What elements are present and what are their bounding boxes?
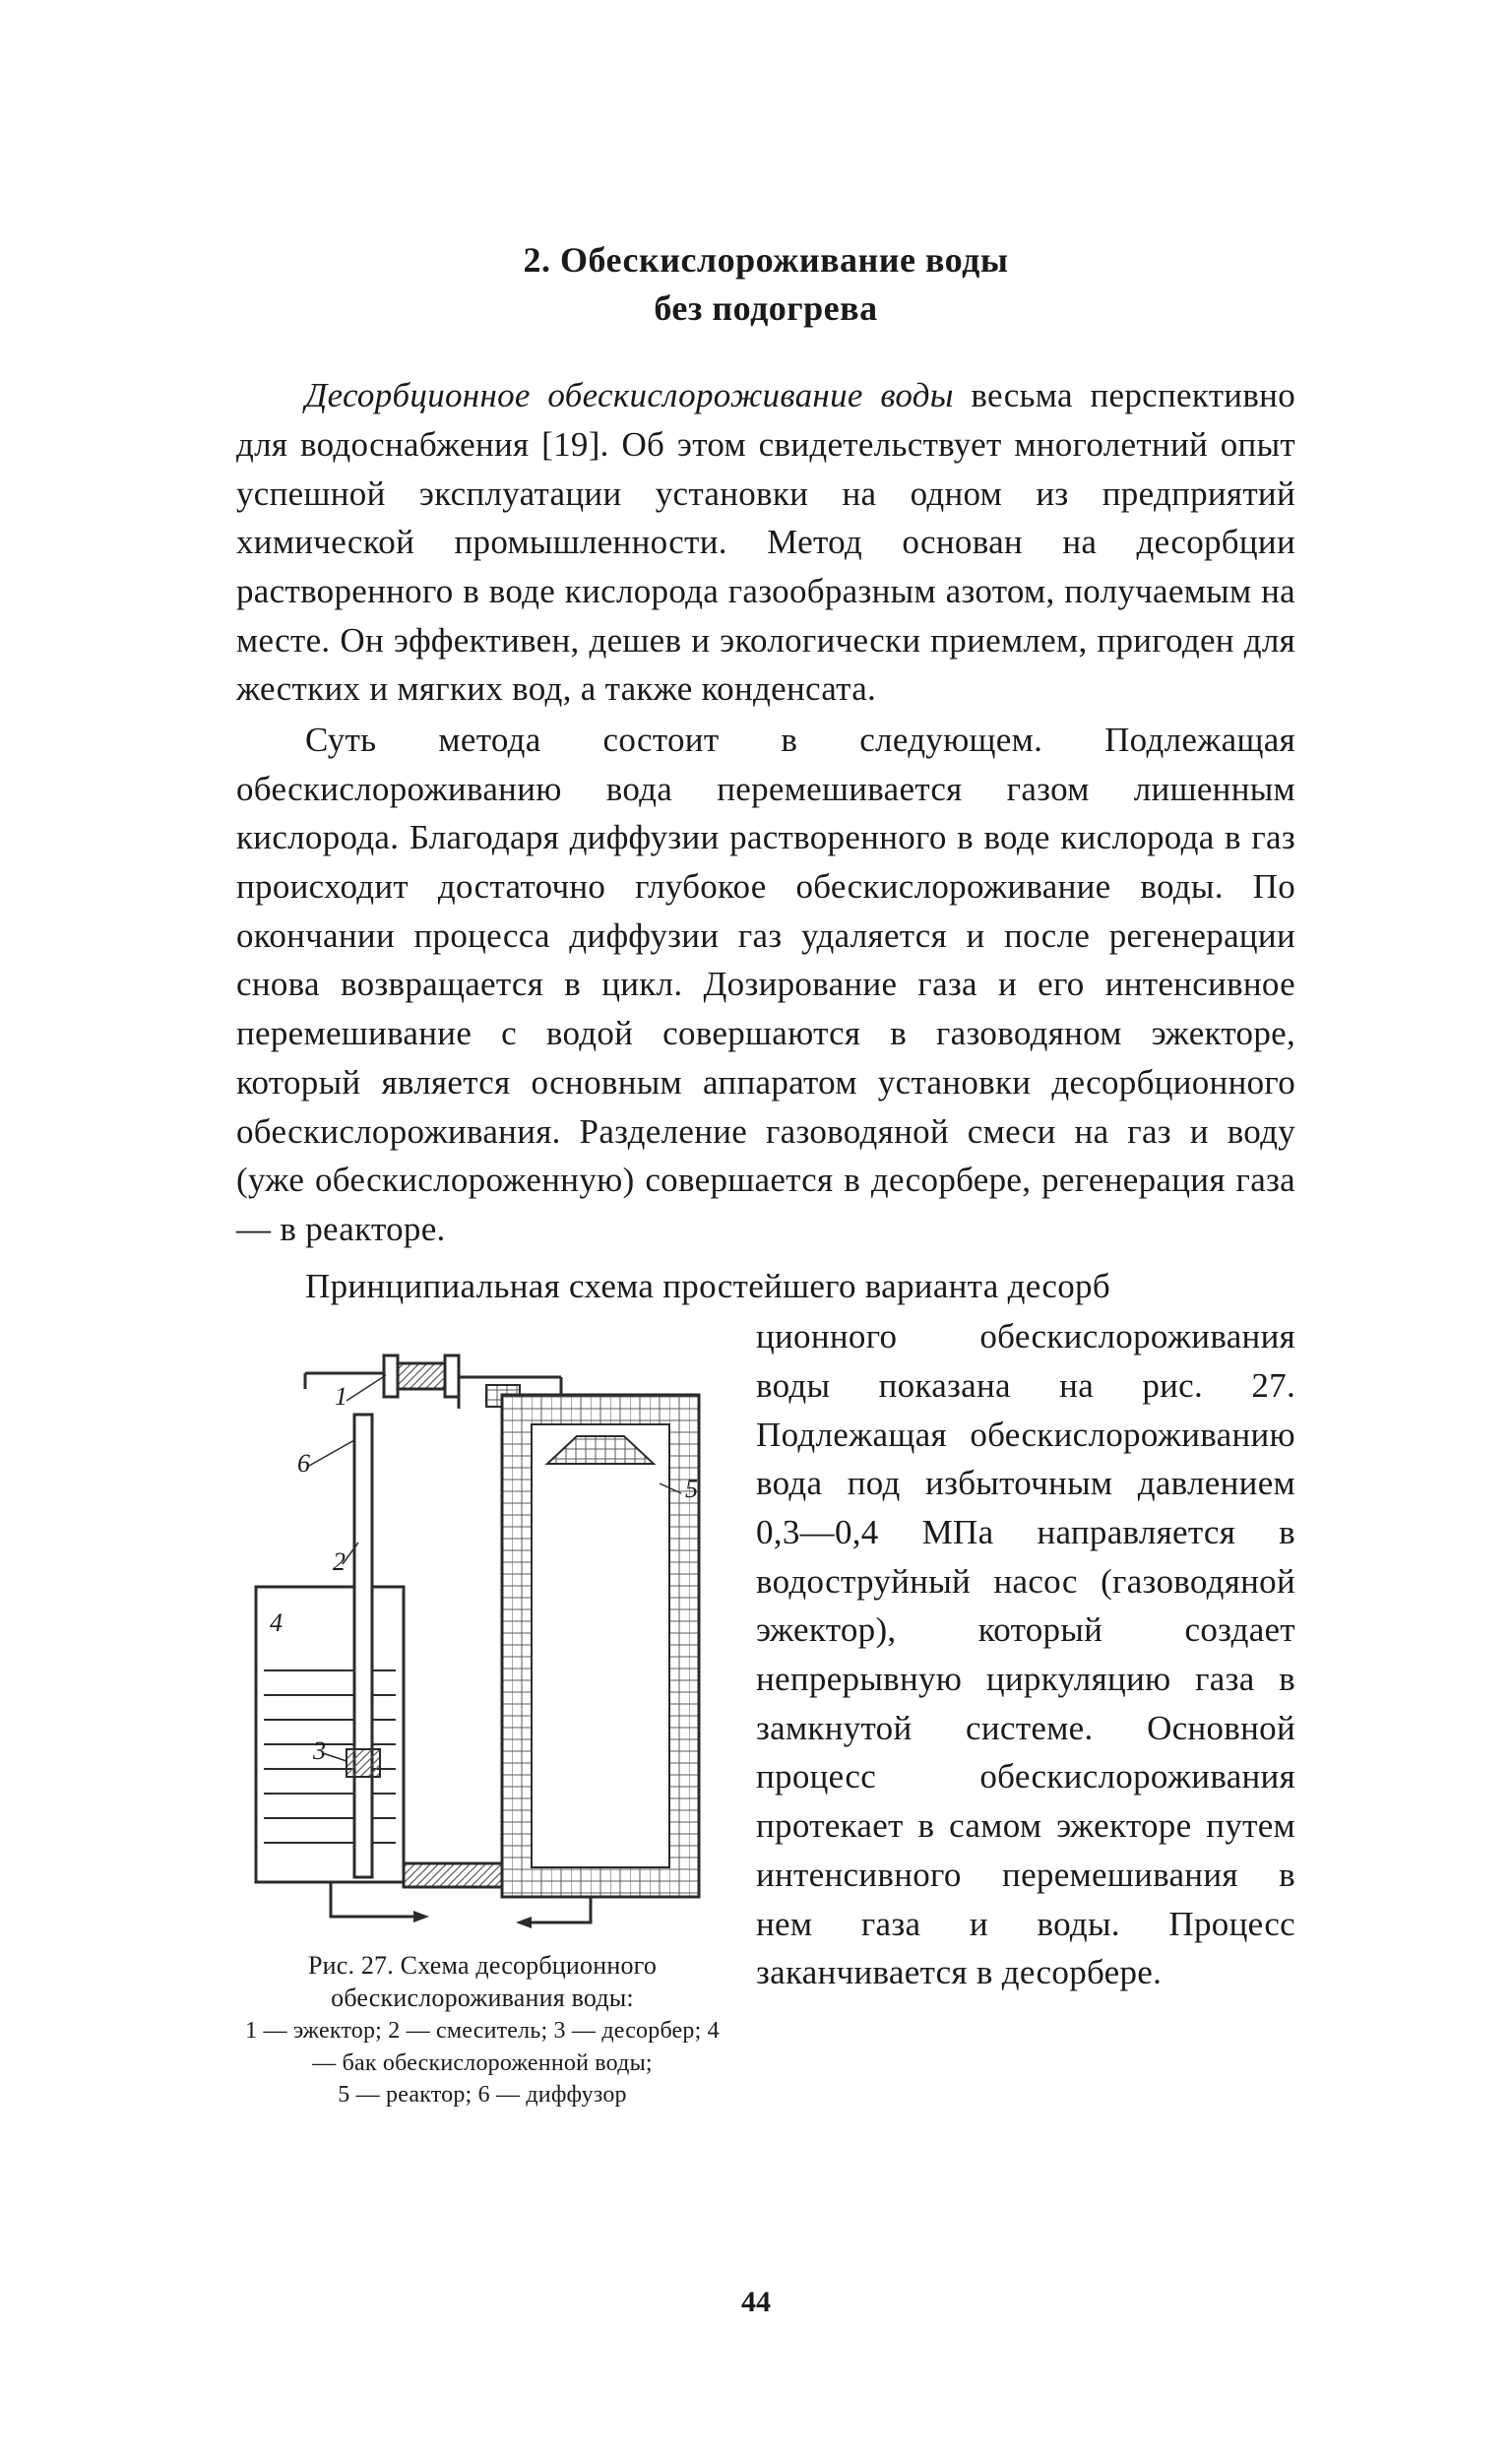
paragraph-3-lead: Принципиальная схема простейшего вариант…	[236, 1262, 1295, 1311]
paragraph-1-rest: весьма перспективно для водоснабжения [1…	[236, 376, 1295, 708]
page-number: 44	[0, 2286, 1512, 2319]
page: 2. Обескислороживание воды без подогрева…	[0, 0, 1512, 2457]
figure-27-diagram: 1 2 3 4 5 6	[236, 1326, 728, 1936]
fig-label-5: 5	[685, 1475, 698, 1503]
figure-text-block: Принципиальная схема простейшего вариант…	[236, 1262, 1295, 2110]
figure-column: 1 2 3 4 5 6 Рис. 27. Схема десорб	[236, 1326, 728, 2110]
fig-label-6: 6	[297, 1449, 310, 1478]
figure-27-caption: Рис. 27. Схема десорбционного обескислор…	[236, 1950, 728, 2110]
heading-line-2: без подогрева	[654, 288, 877, 328]
fig-label-3: 3	[312, 1736, 326, 1765]
paragraph-1: Десорбционное обескислороживание воды ве…	[236, 371, 1295, 714]
fig-label-1: 1	[335, 1382, 347, 1411]
figure-legend-a: 1 — эжектор; 2 — смеситель; 3 — десорбер…	[245, 2018, 720, 2076]
heading-line-1: 2. Обескислороживание воды	[524, 240, 1009, 280]
figure-legend-b: 5 — реактор; 6 — диффузор	[338, 2082, 627, 2108]
section-heading: 2. Обескислороживание воды без подогрева	[236, 236, 1295, 332]
fig-label-4: 4	[270, 1608, 283, 1637]
paragraph-3-lead-text: Принципиальная схема простейшего вариант…	[305, 1267, 1110, 1305]
figure-caption-main: Рис. 27. Схема десорбционного обескислор…	[308, 1951, 657, 2012]
paragraph-1-italic: Десорбционное обескислороживание воды	[305, 376, 954, 414]
paragraph-2: Суть метода состоит в следующем. Подлежа…	[236, 716, 1295, 1254]
